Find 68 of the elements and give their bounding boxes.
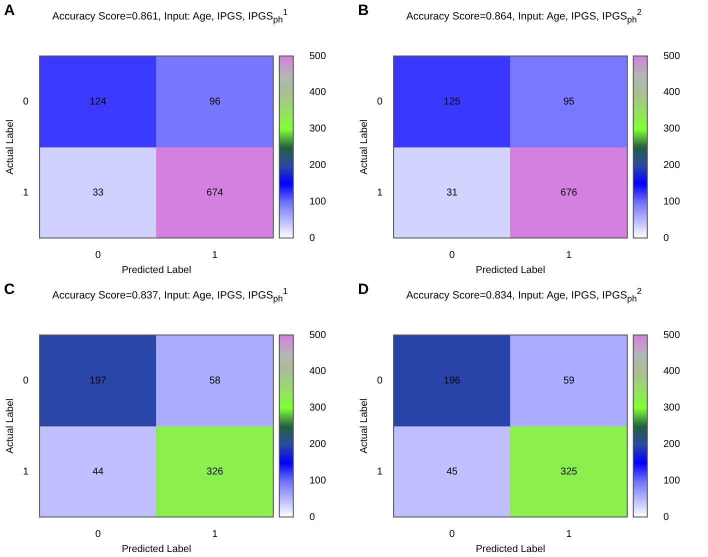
color-bar-label: 100 — [663, 196, 680, 208]
x-tick-label: 1 — [566, 250, 572, 261]
y-tick-label: 0 — [23, 96, 29, 108]
data-label: 124 — [90, 96, 107, 108]
y-tick-label: 0 — [377, 96, 383, 108]
x-tick-label: 1 — [212, 250, 218, 261]
color-bar-label: 0 — [663, 511, 670, 522]
y-tick-label: 1 — [377, 187, 383, 198]
x-tick-label: 0 — [449, 528, 456, 540]
x-axis-title: Predicted Label — [122, 264, 192, 276]
x-axis-title: Predicted Label — [122, 543, 192, 554]
color-bar-label: 100 — [663, 474, 680, 486]
color-bar-label: 400 — [663, 87, 680, 98]
color-bar-label: 500 — [309, 329, 326, 340]
text: B — [358, 2, 369, 19]
color-bar-label: 300 — [309, 402, 326, 414]
y-axis-title: Actual Label — [358, 398, 370, 454]
color-bar-label: 300 — [663, 124, 680, 135]
data-label: 96 — [209, 96, 221, 108]
color-bar-label: 200 — [663, 438, 680, 450]
color-bar-label: 400 — [663, 366, 680, 377]
y-axis-title: Actual Label — [4, 398, 16, 454]
color-bar-label: 500 — [663, 50, 680, 62]
text: A — [4, 2, 15, 19]
x-axis-title: Predicted Label — [476, 543, 546, 554]
data-label: 58 — [209, 374, 221, 386]
color-bar-label: 500 — [663, 329, 680, 340]
data-label: 44 — [92, 466, 104, 477]
x-axis-title: Predicted Label — [476, 264, 546, 276]
y-tick-label: 1 — [377, 466, 383, 477]
y-tick-label: 0 — [377, 374, 383, 386]
x-tick-label: 1 — [212, 528, 218, 540]
data-label: 326 — [206, 466, 224, 477]
y-axis-title: Actual Label — [358, 119, 370, 175]
data-label: 676 — [560, 187, 578, 198]
text: D — [358, 280, 369, 298]
data-label: 125 — [444, 96, 461, 108]
y-tick-label: 1 — [23, 187, 29, 198]
data-label: 325 — [560, 466, 578, 477]
color-bar-label: 400 — [309, 366, 326, 377]
x-tick-label: 0 — [95, 528, 102, 540]
data-label: 95 — [563, 96, 575, 108]
data-label: 33 — [92, 187, 104, 198]
x-tick-label: 0 — [95, 250, 102, 261]
color-bar-label: 0 — [663, 232, 670, 244]
color-bar-label: 0 — [309, 511, 316, 522]
x-tick-label: 1 — [566, 528, 572, 540]
color-bar-label: 200 — [309, 438, 326, 450]
color-bar-label: 400 — [309, 87, 326, 98]
x-tick-label: 0 — [449, 250, 456, 261]
color-bar-label: 100 — [309, 474, 326, 486]
text: C — [4, 280, 15, 298]
color-bar-label: 300 — [309, 124, 326, 135]
data-label: 197 — [90, 374, 107, 386]
data-label: 196 — [444, 374, 461, 386]
data-label: 31 — [446, 187, 458, 198]
data-label: 45 — [446, 466, 458, 477]
color-bar-label: 100 — [309, 196, 326, 208]
color-bar-label: 200 — [663, 160, 680, 171]
data-label: 674 — [206, 187, 224, 198]
data-label: 59 — [563, 374, 575, 386]
color-bar-label: 200 — [309, 160, 326, 171]
y-axis-title: Actual Label — [4, 119, 16, 175]
y-tick-label: 0 — [23, 374, 29, 386]
color-bar-label: 500 — [309, 50, 326, 62]
color-bar-label: 0 — [309, 232, 316, 244]
color-bar-label: 300 — [663, 402, 680, 414]
y-tick-label: 1 — [23, 466, 29, 477]
